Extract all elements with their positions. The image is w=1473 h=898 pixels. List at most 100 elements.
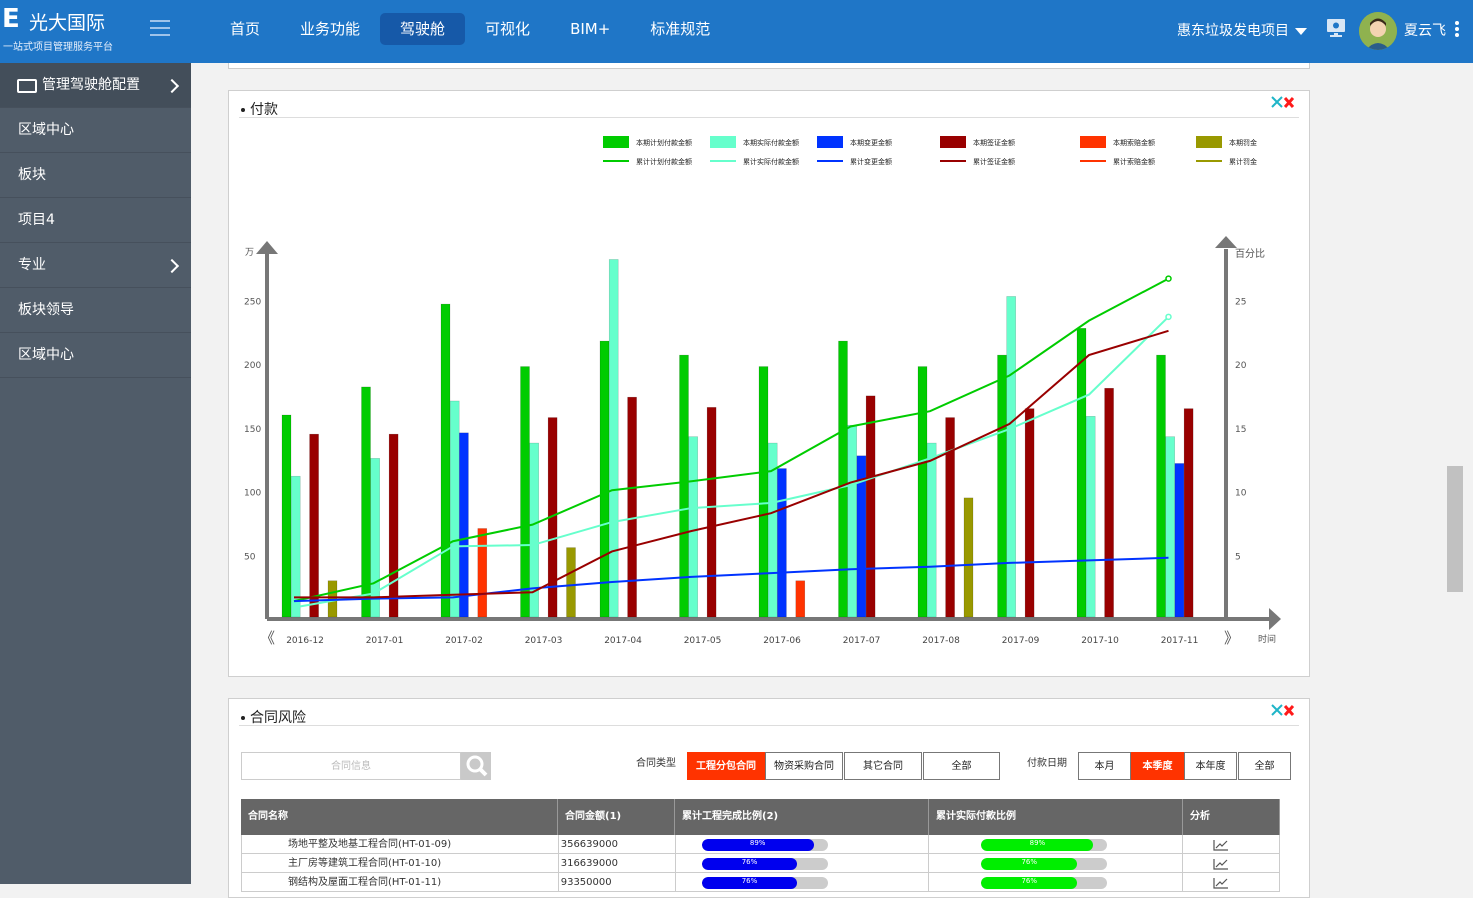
contract-table: 合同名称 合同金额(1) 累计工程完成比例(2) 累计实际付款比例 分析 场地平整及地基… [241, 799, 1281, 892]
contract-type-label: 合同类型 [636, 758, 676, 769]
contract-amount: 356639000 [559, 835, 676, 853]
search-button[interactable] [461, 752, 491, 780]
legend-bar-label: 本期索赔金额 [1113, 138, 1155, 147]
legend-line-label: 累计签证金额 [973, 157, 1015, 166]
contract-name[interactable]: 场地平整及地基工程合同(HT-01-09) [242, 835, 559, 853]
contract-name[interactable]: 主厂房等建筑工程合同(HT-01-10) [242, 854, 559, 872]
nav-item[interactable]: 可视化 [485, 20, 531, 38]
bar [290, 475, 301, 618]
legend-line-label: 累计计划付款金额 [636, 157, 692, 166]
progress-track: 89% [981, 839, 1108, 851]
sidebar-item-label: 板块领导 [18, 302, 74, 318]
avatar[interactable] [1359, 12, 1397, 50]
sidebar-item[interactable]: 专业 [0, 243, 191, 288]
contract-type-button[interactable]: 全部 [923, 752, 1000, 780]
x-tick-label: 2017-04 [604, 636, 642, 646]
bar [1183, 408, 1194, 618]
nav-item[interactable]: 首页 [230, 20, 261, 38]
x-tick-label: 2017-11 [1161, 636, 1199, 646]
more-vertical-icon[interactable] [1455, 21, 1461, 39]
column-header[interactable]: 合同名称 [241, 799, 558, 835]
hamburger-menu-icon[interactable] [150, 20, 170, 36]
nav-item[interactable]: 标准规范 [650, 20, 711, 38]
date-range-button[interactable]: 全部 [1238, 752, 1291, 780]
date-range-button[interactable]: 本季度 [1131, 752, 1184, 780]
y-tick-label: 200 [244, 361, 261, 371]
risk-title: 合同风险 [250, 710, 306, 726]
trend-chart-icon[interactable] [1213, 877, 1229, 889]
panel-controls-icon[interactable] [1271, 704, 1295, 717]
trend-chart-icon[interactable] [1213, 858, 1229, 870]
progress-track: 76% [981, 877, 1108, 889]
user-name[interactable]: 夏云飞 [1404, 23, 1446, 39]
x-tick-label: 2017-07 [843, 636, 881, 646]
bar [1156, 354, 1166, 618]
table-row[interactable]: 钢结构及屋面工程合同(HT-01-11) 93350000 76% 76% [241, 873, 1281, 892]
y2-tick-label: 25 [1235, 297, 1246, 307]
line-point [1165, 275, 1172, 282]
bar [520, 366, 530, 618]
legend-bar-label: 本期计划付款金额 [636, 138, 692, 147]
completion-progress: 76% [676, 854, 930, 872]
caret-down-icon [1295, 27, 1307, 35]
line-series [293, 277, 1169, 603]
table-header: 合同名称 合同金额(1) 累计工程完成比例(2) 累计实际付款比例 分析 [241, 799, 1280, 835]
column-header[interactable]: 累计实际付款比例 [929, 799, 1183, 835]
divider [239, 117, 1299, 118]
bar [529, 442, 539, 618]
monitor-icon[interactable] [1325, 17, 1347, 39]
y2-tick-label: 10 [1235, 489, 1247, 499]
sidebar-item-label: 区域中心 [18, 122, 74, 138]
sidebar-item[interactable]: 板块领导 [0, 288, 191, 333]
bar [281, 414, 292, 618]
bar [856, 455, 867, 618]
x-tick-label: 2016-12 [286, 636, 324, 646]
table-row[interactable]: 场地平整及地基工程合同(HT-01-09) 356639000 89% 89% [241, 835, 1281, 854]
bar [370, 458, 380, 618]
payment-panel: 本期计划付款金额 本期实际付款金额 本期变更金额 本期签证金额 本期索赔金额 本期罚金 累计… [228, 90, 1310, 677]
sidebar-item[interactable]: 项目4 [0, 198, 191, 243]
y-tick-label: 100 [244, 489, 261, 499]
x-tick-label: 2017-03 [525, 636, 563, 646]
payment-title: 付款 [250, 102, 278, 118]
payment-progress: 76% [929, 854, 1184, 872]
app-subtitle: 一站式项目管理服务平台 [3, 42, 113, 53]
app-title: 光大国际 [29, 12, 106, 34]
contract-search-input[interactable]: 合同信息 [241, 752, 461, 780]
sidebar-item[interactable]: 板块 [0, 153, 191, 198]
x-tick-label: 2017-08 [922, 636, 960, 646]
contract-name[interactable]: 钢结构及屋面工程合同(HT-01-11) [242, 873, 559, 891]
project-selector[interactable]: 惠东垃圾发电项目 [1177, 20, 1307, 40]
date-range-button[interactable]: 本月 [1078, 752, 1131, 780]
column-header[interactable]: 合同金额(1) [558, 799, 675, 835]
payment-progress: 76% [929, 873, 1184, 891]
legend-bar-swatch [940, 136, 966, 148]
contract-type-button[interactable]: 其它合同 [844, 752, 922, 780]
y2-axis-label: 百分比 [1235, 248, 1265, 260]
y2-tick-label: 15 [1235, 425, 1246, 435]
nav-item[interactable]: BIM+ [570, 20, 611, 38]
column-header[interactable]: 分析 [1183, 799, 1280, 835]
date-range-button[interactable]: 本年度 [1184, 752, 1237, 780]
sidebar-item[interactable]: 区域中心 [0, 333, 191, 378]
sidebar-item[interactable]: 管理驾驶舱配置 [0, 63, 191, 108]
table-body: 场地平整及地基工程合同(HT-01-09) 356639000 89% 89% 主厂房等… [241, 835, 1281, 892]
nav-item[interactable]: 驾驶舱 [380, 13, 466, 45]
panel-controls-icon[interactable] [1271, 96, 1295, 109]
nav-item[interactable]: 业务功能 [300, 20, 361, 38]
y-axis-left-arrow [256, 241, 278, 254]
column-header[interactable]: 累计工程完成比例(2) [675, 799, 929, 835]
scrollbar[interactable] [1447, 466, 1463, 592]
search-icon [466, 755, 488, 777]
table-row[interactable]: 主厂房等建筑工程合同(HT-01-10) 316639000 76% 76% [241, 854, 1281, 873]
bar [865, 395, 876, 618]
bar [1076, 328, 1087, 618]
contract-type-button[interactable]: 物资采购合同 [765, 752, 843, 780]
contract-type-button[interactable]: 工程分包合同 [687, 752, 765, 780]
bar [1024, 408, 1035, 618]
progress-fill: 76% [701, 858, 798, 870]
trend-chart-icon[interactable] [1213, 839, 1229, 851]
x-axis-label: 时间 [1258, 633, 1276, 645]
progress-fill: 89% [701, 839, 814, 851]
sidebar-item[interactable]: 区域中心 [0, 108, 191, 153]
